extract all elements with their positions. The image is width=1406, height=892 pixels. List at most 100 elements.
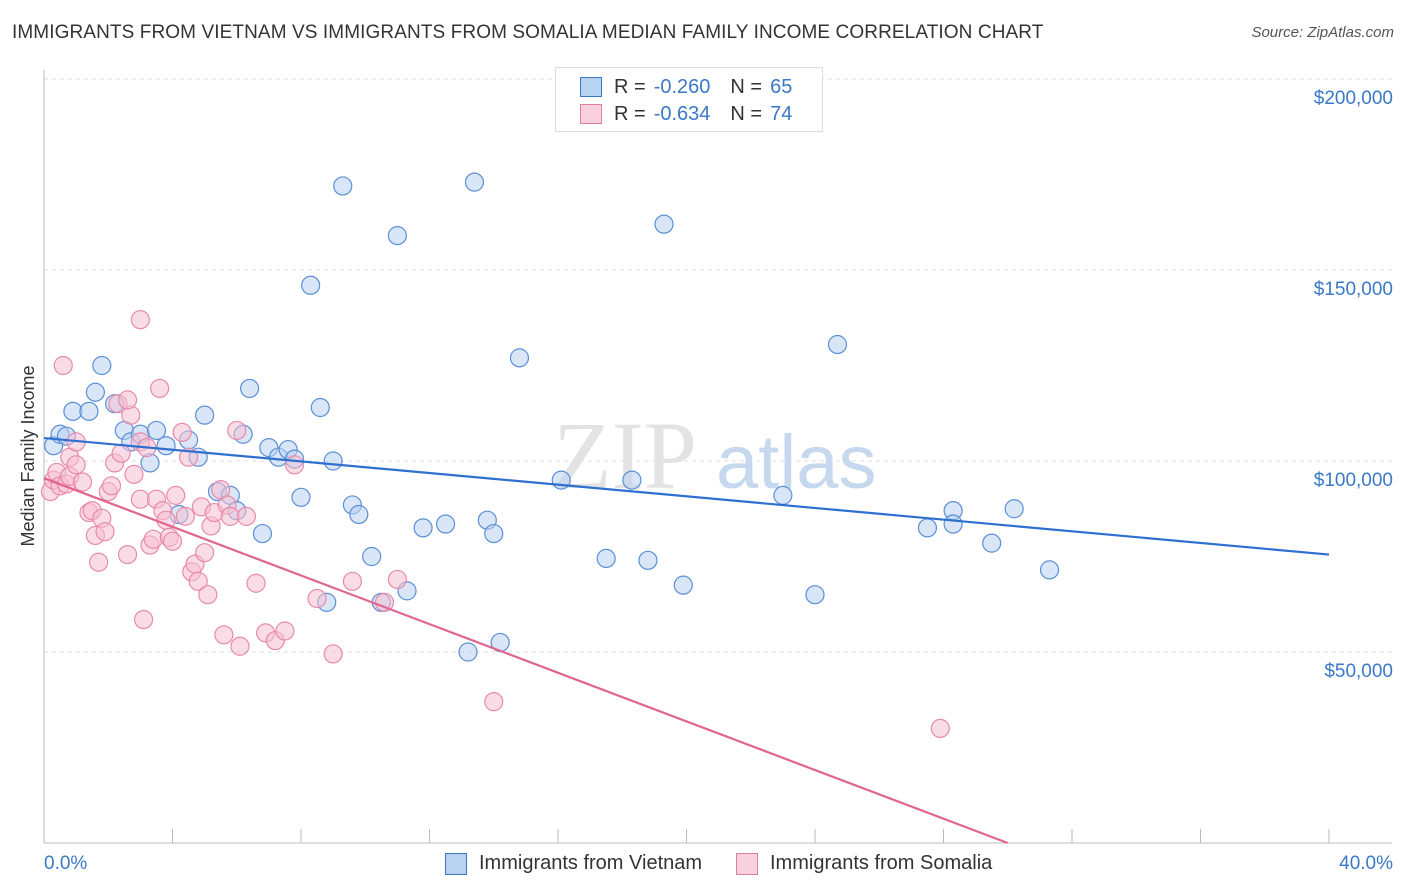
somalia-point bbox=[175, 506, 195, 526]
somalia-point bbox=[484, 692, 504, 712]
bottom-legend-label-vietnam: Immigrants from Vietnam bbox=[479, 852, 703, 874]
somalia-point bbox=[143, 529, 163, 549]
somalia-point bbox=[95, 522, 115, 542]
vietnam-point bbox=[310, 397, 330, 418]
vietnam-point bbox=[301, 275, 321, 295]
vietnam-point bbox=[484, 523, 504, 544]
vietnam-point bbox=[240, 378, 260, 399]
somalia-point bbox=[130, 489, 150, 509]
vietnam-point bbox=[435, 514, 456, 534]
somalia-point bbox=[188, 571, 208, 591]
somalia-point bbox=[53, 355, 73, 376]
vietnam-point bbox=[673, 575, 693, 595]
somalia-point bbox=[198, 585, 218, 605]
vietnam-point bbox=[195, 405, 215, 425]
somalia-point bbox=[101, 476, 122, 496]
vietnam-point bbox=[252, 523, 273, 544]
watermark-zip: ZIP bbox=[553, 402, 697, 509]
somalia-point bbox=[930, 718, 950, 739]
x-ticks bbox=[43, 829, 1330, 843]
somalia-point bbox=[230, 636, 250, 656]
somalia-point bbox=[246, 573, 266, 593]
somalia-point bbox=[162, 531, 183, 551]
vietnam-point bbox=[85, 382, 106, 402]
y-tick-label: $150,000 bbox=[1314, 279, 1393, 300]
y-tick-label: $100,000 bbox=[1314, 470, 1393, 491]
vietnam-point bbox=[982, 533, 1002, 553]
legend-n-label: N = bbox=[730, 75, 763, 98]
vietnam-point bbox=[805, 585, 825, 605]
legend: R = -0.260 N = 65 R = -0.634 N = 74 bbox=[555, 67, 823, 132]
somalia-trend-line bbox=[43, 477, 1009, 845]
source-label: Source: ZipAtlas.com bbox=[1251, 24, 1394, 41]
somalia-point bbox=[111, 443, 131, 463]
somalia-point bbox=[89, 552, 109, 572]
somalia-point bbox=[72, 472, 93, 492]
somalia-point bbox=[284, 455, 305, 475]
y-tick-label: $50,000 bbox=[1324, 661, 1393, 682]
somalia-points bbox=[40, 310, 950, 739]
vietnam-point bbox=[1039, 560, 1060, 580]
somalia-point bbox=[214, 625, 234, 645]
somalia-point bbox=[387, 569, 407, 590]
y-tick-labels: $50,000 $100,000 $150,000 $200,000 bbox=[1314, 88, 1393, 682]
vietnam-point bbox=[638, 550, 658, 570]
x-tick-label-max: 40.0% bbox=[1339, 853, 1393, 874]
bottom-legend-swatch-somalia bbox=[736, 852, 758, 875]
somalia-point bbox=[236, 506, 256, 526]
somalia-point bbox=[117, 544, 138, 565]
somalia-point bbox=[166, 485, 186, 505]
bottom-legend-vietnam: Immigrants from Vietnam bbox=[445, 852, 702, 875]
legend-r-value: -0.634 bbox=[653, 102, 711, 125]
y-tick-label: $200,000 bbox=[1314, 88, 1393, 109]
vietnam-point bbox=[622, 470, 642, 490]
legend-n-value: 74 bbox=[770, 102, 793, 125]
somalia-point bbox=[133, 609, 154, 630]
somalia-point bbox=[275, 621, 295, 641]
legend-n-label: N = bbox=[730, 102, 763, 125]
vietnam-point bbox=[654, 214, 674, 234]
vietnam-point bbox=[291, 487, 311, 507]
bottom-legend-label-somalia: Immigrants from Somalia bbox=[770, 852, 993, 874]
vietnam-point bbox=[458, 642, 478, 662]
somalia-point bbox=[130, 310, 150, 330]
vietnam-point bbox=[362, 546, 382, 567]
vietnam-point bbox=[509, 348, 530, 368]
somalia-point bbox=[150, 378, 170, 399]
vietnam-point bbox=[413, 518, 433, 538]
vietnam-point bbox=[827, 334, 848, 355]
trend-lines bbox=[43, 436, 1330, 845]
legend-n-value: 65 bbox=[770, 75, 793, 98]
vietnam-point bbox=[943, 514, 963, 534]
chart-title: IMMIGRANTS FROM VIETNAM VS IMMIGRANTS FR… bbox=[12, 22, 1044, 43]
vietnam-point bbox=[63, 401, 83, 421]
legend-swatch-somalia bbox=[580, 104, 602, 124]
grid bbox=[44, 78, 1392, 653]
legend-row-somalia: R = -0.634 N = 74 bbox=[580, 102, 792, 126]
vietnam-point bbox=[349, 504, 369, 525]
somalia-point bbox=[195, 543, 215, 563]
vietnam-point bbox=[92, 355, 112, 376]
vietnam-trend-line bbox=[43, 436, 1330, 556]
vietnam-point bbox=[156, 436, 176, 456]
somalia-point bbox=[124, 464, 144, 484]
somalia-point bbox=[374, 592, 395, 612]
legend-r-value: -0.260 bbox=[653, 75, 711, 98]
bottom-legend-swatch-vietnam bbox=[445, 852, 467, 875]
vietnam-point bbox=[387, 226, 407, 246]
somalia-point bbox=[342, 571, 362, 591]
somalia-point bbox=[66, 455, 86, 475]
somalia-point bbox=[172, 422, 192, 442]
vietnam-point bbox=[1004, 499, 1024, 519]
vietnam-point bbox=[917, 518, 938, 538]
bottom-legend-somalia: Immigrants from Somalia bbox=[736, 852, 992, 875]
vietnam-point bbox=[323, 451, 343, 471]
y-axis-label: Median Family Income bbox=[18, 365, 38, 546]
somalia-point bbox=[220, 506, 240, 526]
legend-r-label: R = bbox=[614, 102, 646, 125]
x-tick-label-min: 0.0% bbox=[44, 853, 87, 874]
somalia-point bbox=[323, 644, 343, 664]
legend-r-label: R = bbox=[614, 75, 646, 98]
somalia-point bbox=[227, 420, 247, 441]
